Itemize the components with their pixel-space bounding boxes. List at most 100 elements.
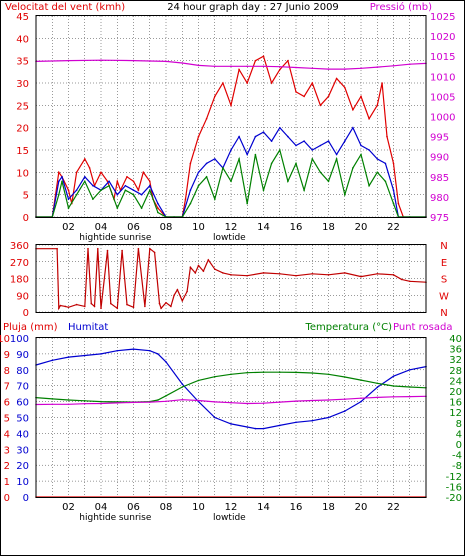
series-point: [230, 373, 232, 376]
left-tick-label: 0: [23, 213, 29, 224]
series-point: [327, 274, 330, 276]
x-tick-label: 16: [290, 222, 303, 233]
left-tick-label: 270: [10, 258, 29, 269]
series-point: [303, 95, 305, 98]
panel1-series: [35, 55, 427, 218]
right-tick-label: N: [440, 308, 447, 319]
series-point: [157, 353, 159, 355]
right-tick-label: 40: [449, 334, 462, 345]
series-point: [392, 189, 395, 191]
series-point: [222, 167, 224, 169]
series-point: [376, 158, 379, 160]
left-tick-label: 7: [4, 382, 10, 393]
series-point: [93, 305, 96, 308]
series-point: [344, 376, 346, 378]
series-point: [205, 162, 208, 165]
left-tick-label: 20: [16, 124, 29, 135]
left-tick-label: 45: [16, 12, 29, 23]
series-point: [214, 401, 216, 403]
series-point: [303, 189, 305, 191]
x-tick-label: 18: [322, 502, 335, 513]
right-tick-label: 1005: [430, 92, 455, 103]
x-tick-label: 08: [160, 222, 173, 233]
series-point: [106, 180, 109, 183]
series-point: [67, 403, 70, 406]
series-point: [84, 180, 86, 183]
series-point: [409, 395, 411, 398]
series-point: [279, 424, 281, 427]
series-point: [61, 180, 63, 183]
series-point: [295, 91, 297, 93]
series-point: [100, 402, 102, 405]
series-point: [409, 63, 411, 65]
left-tick-label: 40: [16, 34, 29, 45]
series-point: [149, 60, 151, 62]
series-point: [67, 356, 70, 358]
series-point: [181, 386, 184, 388]
series-point: [75, 171, 78, 174]
series-point: [360, 379, 362, 381]
right-tick-label: 16: [449, 398, 462, 409]
x-annotation-label: hightide: [79, 513, 116, 523]
humidity-tick-label: 10: [16, 477, 29, 488]
series-point: [392, 396, 395, 398]
panel1-grid: [36, 15, 426, 218]
series-point: [335, 77, 338, 80]
dewpoint-axis-label: Punt rosada: [393, 322, 452, 333]
series-point: [295, 274, 297, 277]
series-point: [344, 68, 346, 70]
wind-axis-label: Velocitat del vent (kmh): [5, 2, 125, 13]
series-point: [376, 66, 379, 68]
series-point: [400, 278, 403, 281]
humidity-tick-label: 50: [16, 414, 29, 425]
series-point: [262, 371, 265, 374]
series-point: [246, 371, 248, 374]
x-tick-label: 10: [192, 222, 205, 233]
series-point: [352, 109, 354, 111]
left-tick-label: 5: [4, 414, 10, 425]
series-point: [238, 135, 240, 138]
series-point: [246, 426, 248, 428]
series-point: [230, 180, 232, 183]
series-point: [67, 399, 70, 401]
series-point: [132, 189, 135, 191]
series-point: [397, 202, 400, 205]
humidity-tick-label: 100: [10, 334, 29, 345]
series-point: [149, 184, 151, 187]
series-point: [279, 273, 281, 275]
series-point: [246, 274, 248, 277]
series-point: [181, 383, 184, 385]
series-point: [132, 180, 135, 183]
x-tick-label: 18: [322, 222, 335, 233]
series-point: [132, 401, 135, 404]
series-point: [222, 272, 224, 274]
series-line-pressi-: [35, 59, 427, 70]
series-point: [189, 162, 192, 165]
series-point: [376, 104, 379, 107]
series-point: [311, 419, 314, 422]
right-tick-label: 995: [430, 133, 449, 144]
series-point: [110, 302, 112, 305]
series-point: [287, 180, 289, 183]
series-point: [246, 153, 248, 156]
left-tick-label: 10: [0, 334, 10, 345]
series-point: [88, 167, 91, 169]
series-point: [319, 144, 322, 147]
humidity-tick-label: 70: [16, 382, 29, 393]
series-point: [214, 416, 216, 419]
series-point: [58, 193, 60, 196]
x-tick-label: 14: [257, 502, 270, 513]
rain-axis-label: Pluja (mm): [3, 322, 58, 333]
x-tick-label: 20: [355, 222, 368, 233]
right-tick-label: W: [439, 291, 449, 302]
series-point: [116, 402, 119, 404]
right-tick-label: 1000: [430, 113, 455, 124]
series-point: [149, 349, 151, 352]
series-point: [319, 171, 322, 174]
series-point: [295, 421, 297, 424]
series-point: [126, 303, 128, 306]
x-tick-label: 06: [127, 222, 140, 233]
series-point: [205, 117, 208, 120]
right-tick-label: N: [440, 241, 447, 252]
left-tick-label: 1: [4, 477, 10, 488]
